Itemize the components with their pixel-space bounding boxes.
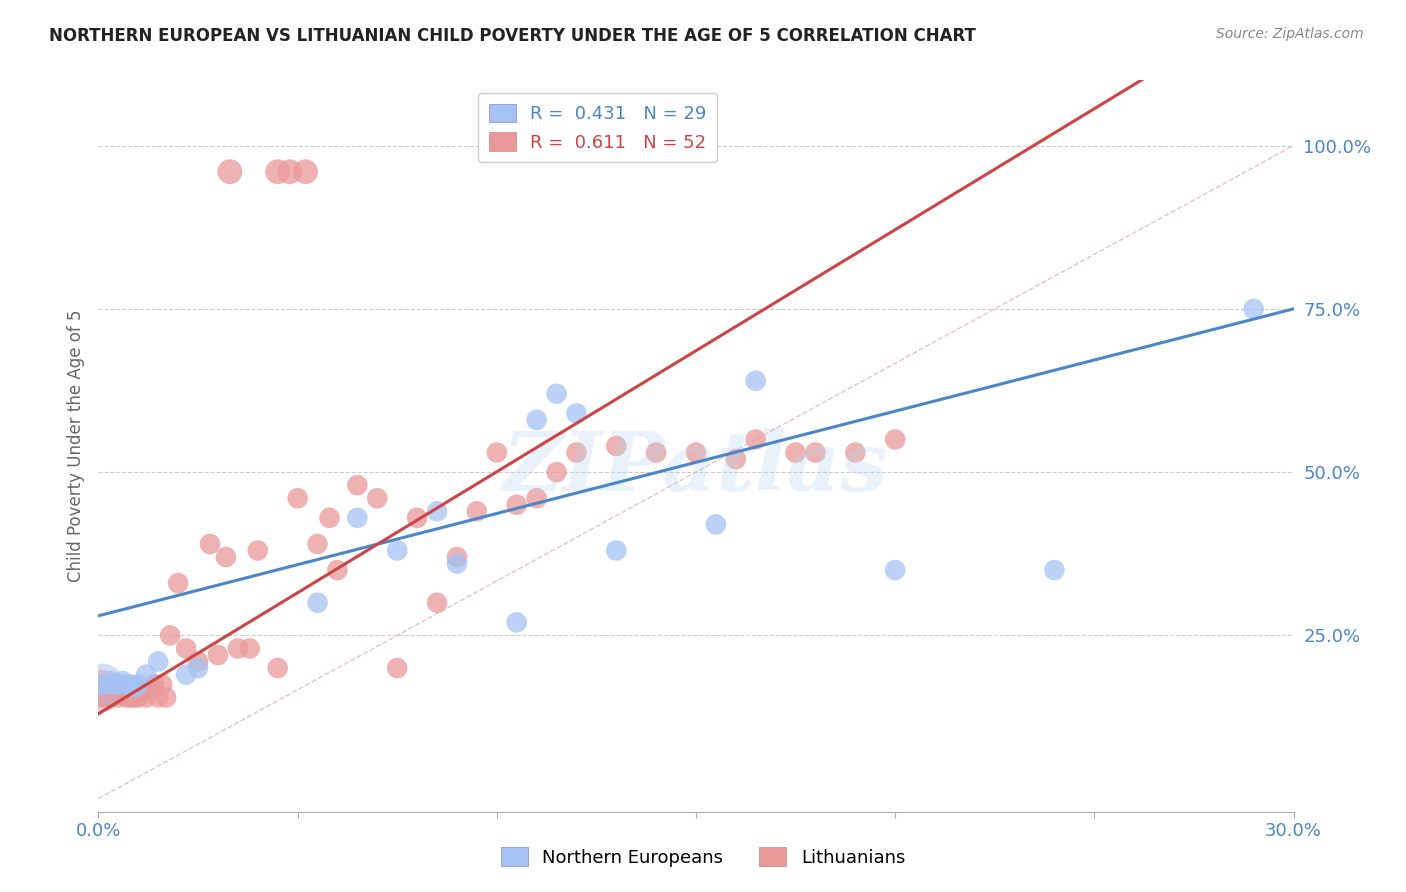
Point	[844, 445, 866, 459]
Point	[704, 517, 727, 532]
Point	[139, 681, 162, 695]
Point	[150, 677, 173, 691]
Point	[745, 433, 768, 447]
Point	[785, 445, 807, 459]
Point	[267, 164, 290, 178]
Point	[91, 677, 114, 691]
Point	[124, 690, 146, 705]
Point	[226, 641, 249, 656]
Point	[98, 674, 122, 689]
Point	[115, 677, 138, 691]
Point	[174, 641, 197, 656]
Point	[526, 413, 548, 427]
Point	[294, 164, 316, 178]
Point	[107, 690, 129, 705]
Point	[565, 406, 588, 420]
Point	[506, 498, 529, 512]
Point	[111, 687, 134, 701]
Text: NORTHERN EUROPEAN VS LITHUANIAN CHILD POVERTY UNDER THE AGE OF 5 CORRELATION CHA: NORTHERN EUROPEAN VS LITHUANIAN CHILD PO…	[49, 27, 976, 45]
Point	[1043, 563, 1066, 577]
Point	[124, 681, 146, 695]
Point	[326, 563, 349, 577]
Point	[135, 690, 157, 705]
Point	[131, 684, 153, 698]
Point	[465, 504, 488, 518]
Point	[605, 543, 627, 558]
Point	[318, 511, 340, 525]
Point	[96, 677, 118, 691]
Point	[103, 687, 125, 701]
Point	[406, 511, 429, 525]
Point	[267, 661, 290, 675]
Point	[219, 164, 242, 178]
Point	[346, 478, 368, 492]
Point	[246, 543, 269, 558]
Point	[605, 439, 627, 453]
Point	[346, 511, 368, 525]
Point	[167, 576, 190, 591]
Point	[155, 690, 177, 705]
Point	[366, 491, 388, 506]
Point	[120, 677, 142, 691]
Point	[884, 433, 907, 447]
Point	[135, 667, 157, 681]
Legend: R =  0.431   N = 29, R =  0.611   N = 52: R = 0.431 N = 29, R = 0.611 N = 52	[478, 93, 717, 162]
Point	[307, 596, 329, 610]
Point	[526, 491, 548, 506]
Point	[1243, 301, 1265, 316]
Point	[187, 655, 209, 669]
Point	[120, 690, 142, 705]
Point	[127, 677, 149, 691]
Point	[546, 386, 568, 401]
Point	[111, 674, 134, 689]
Point	[565, 445, 588, 459]
Point	[685, 445, 707, 459]
Point	[148, 655, 170, 669]
Text: Source: ZipAtlas.com: Source: ZipAtlas.com	[1216, 27, 1364, 41]
Point	[724, 452, 747, 467]
Point	[485, 445, 508, 459]
Point	[446, 549, 468, 564]
Point	[546, 465, 568, 479]
Point	[115, 690, 138, 705]
Point	[426, 596, 449, 610]
Point	[91, 677, 114, 691]
Point	[446, 557, 468, 571]
Point	[307, 537, 329, 551]
Point	[287, 491, 309, 506]
Legend: Northern Europeans, Lithuanians: Northern Europeans, Lithuanians	[494, 840, 912, 874]
Point	[207, 648, 229, 662]
Point	[187, 661, 209, 675]
Point	[506, 615, 529, 630]
Point	[91, 684, 114, 698]
Point	[91, 690, 114, 705]
Point	[884, 563, 907, 577]
Point	[174, 667, 197, 681]
Point	[426, 504, 449, 518]
Point	[98, 690, 122, 705]
Point	[107, 677, 129, 691]
Point	[159, 628, 181, 642]
Point	[127, 690, 149, 705]
Point	[198, 537, 221, 551]
Point	[645, 445, 668, 459]
Point	[103, 677, 125, 691]
Point	[278, 164, 301, 178]
Text: ZIPatlas: ZIPatlas	[503, 428, 889, 508]
Point	[385, 543, 409, 558]
Point	[239, 641, 262, 656]
Point	[148, 690, 170, 705]
Point	[96, 690, 118, 705]
Y-axis label: Child Poverty Under the Age of 5: Child Poverty Under the Age of 5	[66, 310, 84, 582]
Point	[143, 677, 166, 691]
Point	[804, 445, 827, 459]
Point	[385, 661, 409, 675]
Point	[215, 549, 238, 564]
Point	[745, 374, 768, 388]
